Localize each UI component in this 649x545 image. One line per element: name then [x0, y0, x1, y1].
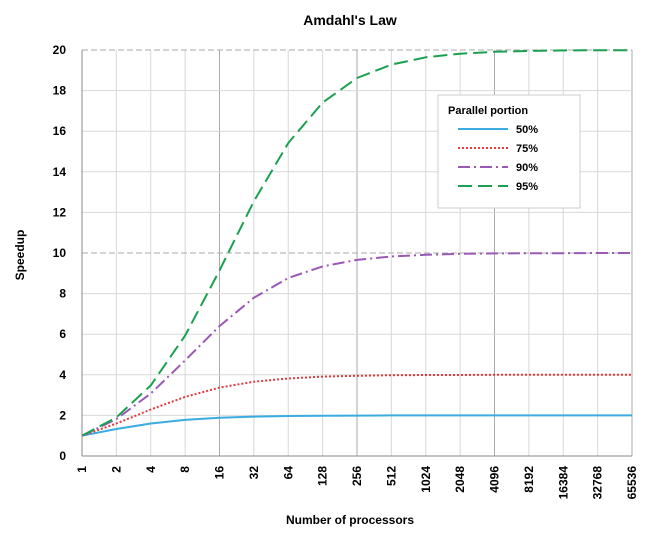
x-tick-label: 1024 [419, 466, 433, 493]
series-line-90 [81, 252, 632, 437]
x-tick-label: 32 [247, 466, 261, 480]
x-tick-label: 65536 [625, 466, 639, 500]
x-tick-label: 64 [281, 466, 295, 480]
y-tick-label: 18 [53, 84, 67, 98]
x-tick-label: 512 [384, 466, 398, 486]
x-tick-label: 1 [75, 466, 89, 473]
y-tick-label: 14 [53, 165, 67, 179]
series-line-50 [81, 414, 632, 437]
y-tick-label: 2 [59, 408, 66, 422]
x-tick-label: 8192 [522, 466, 536, 493]
x-tick-label: 4 [144, 466, 158, 473]
y-tick-label: 8 [59, 287, 66, 301]
x-tick-label: 16384 [556, 466, 570, 500]
legend-label: 95% [516, 181, 538, 193]
y-tick-label: 16 [53, 124, 67, 138]
legend: Parallel portion 50% 75% 90% 95% [437, 94, 581, 209]
series-lines [81, 49, 632, 437]
y-tick-label: 12 [53, 205, 67, 219]
x-tick-label: 2 [109, 466, 123, 473]
y-axis-label: Speedup [13, 230, 27, 281]
legend-label: 50% [516, 124, 538, 136]
x-tick-label: 4096 [488, 466, 502, 493]
x-tick-label: 8 [178, 466, 192, 473]
legend-title: Parallel portion [448, 105, 528, 117]
y-tick-label: 20 [53, 43, 67, 57]
x-axis-label: Number of processors [286, 513, 414, 527]
chart-title: Amdahl's Law [303, 12, 397, 28]
legend-label: 75% [516, 143, 538, 155]
y-tick-label: 6 [59, 327, 66, 341]
series-line-95 [81, 49, 632, 437]
x-tick-label: 256 [350, 466, 364, 486]
legend-box [437, 94, 581, 209]
y-tick-label: 0 [59, 449, 66, 463]
x-tick-label: 128 [316, 466, 330, 486]
legend-label: 90% [516, 162, 538, 174]
y-tick-label: 4 [59, 368, 66, 382]
x-tick-label: 2048 [453, 466, 467, 493]
y-tick-label: 10 [53, 246, 67, 260]
x-tick-label: 32768 [591, 466, 605, 500]
series-line-75 [81, 373, 632, 437]
x-tick-label: 16 [213, 466, 227, 480]
